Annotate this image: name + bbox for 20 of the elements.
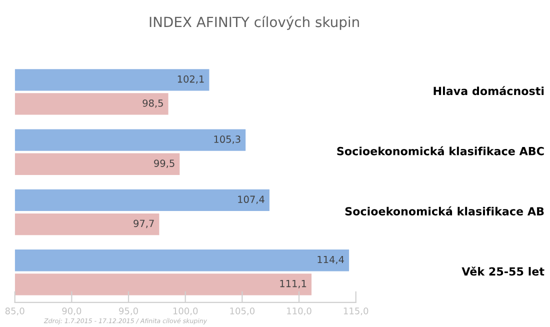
y-tick-label: Hlava domácnosti xyxy=(434,86,544,96)
data-label: 111,1 xyxy=(280,280,306,288)
data-label: 98,5 xyxy=(142,99,163,108)
x-tick-label: 100,0 xyxy=(173,307,198,316)
y-tick-label: Socioekonomická klasifikace AB xyxy=(345,206,544,216)
data-label: 105,3 xyxy=(214,136,240,144)
chart-title: INDEX AFINITY cílových skupin xyxy=(150,16,359,30)
x-tick-label: 95,0 xyxy=(119,307,138,316)
data-label: 107,4 xyxy=(238,196,264,204)
y-tick-label: Socioekonomická klasifikace ABC xyxy=(337,146,544,156)
x-tick-label: 115,0 xyxy=(344,307,368,316)
x-tick-label: 85,0 xyxy=(5,307,24,316)
data-label: 99,5 xyxy=(154,160,174,168)
data-label: 114,4 xyxy=(318,256,344,264)
y-tick-label: Věk 25-55 let xyxy=(462,266,544,276)
data-label: 97,7 xyxy=(134,220,154,228)
x-tick-label: 90,0 xyxy=(62,307,82,316)
x-tick-label: 110,0 xyxy=(287,307,312,316)
x-tick-label: 105,0 xyxy=(230,307,255,316)
data-label: 102,1 xyxy=(178,75,204,84)
